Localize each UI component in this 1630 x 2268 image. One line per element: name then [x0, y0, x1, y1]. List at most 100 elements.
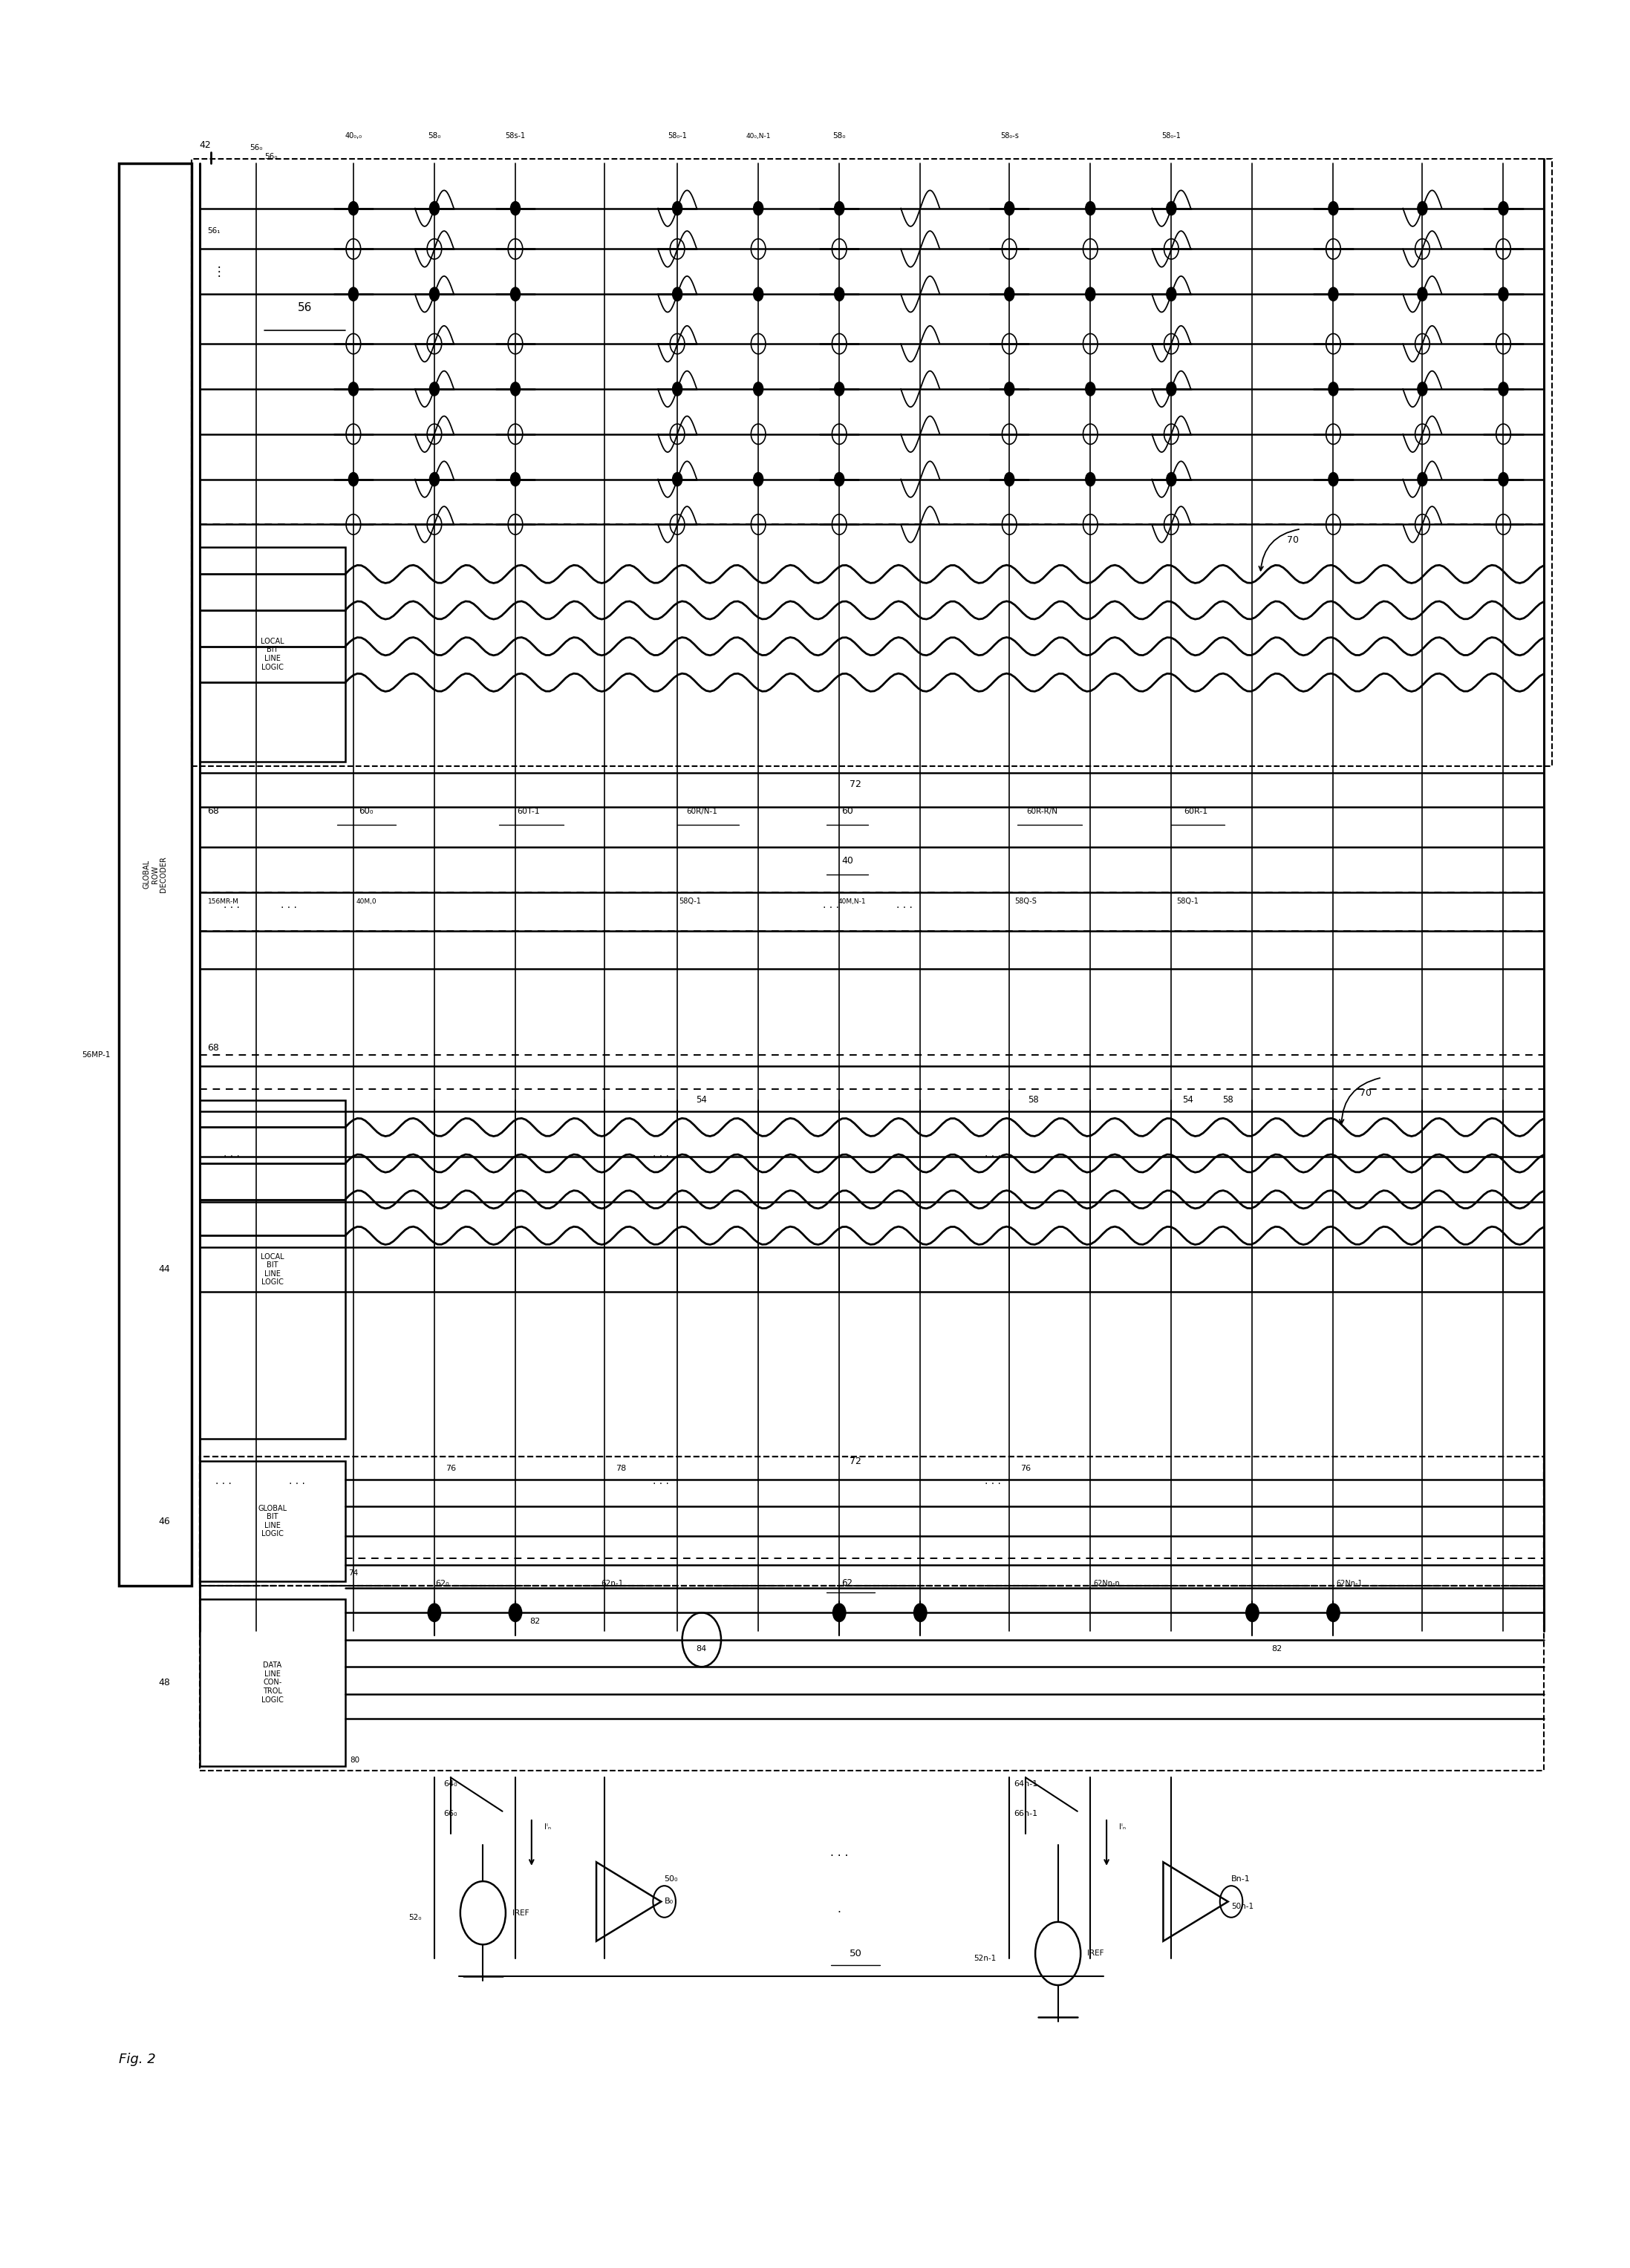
Circle shape: [673, 288, 683, 302]
Text: 62n-1: 62n-1: [601, 1579, 624, 1588]
Text: 56MP-1: 56MP-1: [82, 1052, 111, 1059]
Circle shape: [1418, 472, 1428, 485]
Circle shape: [835, 288, 844, 302]
Circle shape: [510, 383, 520, 395]
Text: 76: 76: [1020, 1465, 1030, 1472]
Text: 58₀: 58₀: [429, 132, 440, 141]
Text: 72: 72: [849, 780, 861, 789]
Text: · · ·: · · ·: [823, 903, 839, 914]
Text: 58: 58: [1222, 1095, 1234, 1105]
Text: 58₀: 58₀: [833, 132, 846, 141]
Text: 58: 58: [1029, 1095, 1040, 1105]
Text: ·: ·: [838, 1907, 841, 1919]
Circle shape: [510, 202, 520, 215]
Circle shape: [1498, 202, 1508, 215]
Text: 60T-1: 60T-1: [517, 807, 540, 814]
Circle shape: [429, 1603, 440, 1622]
Text: GLOBAL
ROW
DECODER: GLOBAL ROW DECODER: [143, 857, 168, 894]
Text: 70: 70: [1286, 535, 1299, 544]
Circle shape: [1498, 288, 1508, 302]
Circle shape: [1328, 383, 1338, 395]
Bar: [199, 1461, 346, 1581]
Circle shape: [753, 472, 763, 485]
Text: 66n-1: 66n-1: [1014, 1810, 1037, 1817]
Text: 64₀: 64₀: [443, 1780, 458, 1787]
Circle shape: [673, 472, 683, 485]
Text: 78: 78: [616, 1465, 626, 1472]
Circle shape: [430, 288, 438, 302]
Text: 62Nn-n: 62Nn-n: [1094, 1579, 1120, 1588]
Circle shape: [349, 202, 359, 215]
Text: 58Q-S: 58Q-S: [1014, 898, 1037, 905]
Text: 66₀: 66₀: [443, 1810, 458, 1817]
Circle shape: [1498, 472, 1508, 485]
Text: 84: 84: [696, 1644, 707, 1653]
Text: 72: 72: [849, 1456, 861, 1465]
Text: 60R/N-1: 60R/N-1: [686, 807, 717, 814]
Bar: [199, 1456, 1544, 1585]
Circle shape: [1327, 1603, 1340, 1622]
Circle shape: [835, 472, 844, 485]
Bar: [199, 1585, 1544, 1771]
Text: 50: 50: [849, 1948, 862, 1957]
Text: 54: 54: [1182, 1095, 1193, 1105]
Circle shape: [753, 202, 763, 215]
Text: 62: 62: [841, 1579, 852, 1588]
Text: LOCAL
BIT
LINE
LOGIC: LOCAL BIT LINE LOGIC: [261, 637, 284, 671]
Bar: [199, 1100, 346, 1438]
Text: 50n-1: 50n-1: [1231, 1903, 1253, 1910]
Text: 40₀,₀: 40₀,₀: [346, 132, 362, 141]
Text: 76: 76: [445, 1465, 456, 1472]
Text: 54: 54: [696, 1095, 707, 1105]
Bar: [199, 1599, 346, 1767]
Circle shape: [1086, 202, 1095, 215]
Text: 40M,0: 40M,0: [355, 898, 377, 905]
Text: Iᴵₙ: Iᴵₙ: [544, 1823, 551, 1830]
Text: 156MR-M: 156MR-M: [207, 898, 238, 905]
Text: 42: 42: [199, 141, 212, 150]
Text: 70: 70: [1359, 1089, 1371, 1098]
Text: 44: 44: [158, 1266, 171, 1275]
Circle shape: [349, 472, 359, 485]
Text: 56₀: 56₀: [249, 143, 262, 152]
Text: 64n-1: 64n-1: [1014, 1780, 1038, 1787]
Text: 40: 40: [841, 855, 852, 866]
Circle shape: [1328, 202, 1338, 215]
Text: · · ·: · · ·: [654, 1479, 670, 1490]
Text: 58₀-1: 58₀-1: [1162, 132, 1182, 141]
Circle shape: [1004, 288, 1014, 302]
Circle shape: [510, 472, 520, 485]
Bar: [199, 547, 346, 762]
Text: · · ·: · · ·: [223, 903, 240, 914]
Circle shape: [510, 288, 520, 302]
Circle shape: [1245, 1603, 1258, 1622]
Circle shape: [1418, 202, 1428, 215]
Circle shape: [1004, 472, 1014, 485]
Circle shape: [1086, 383, 1095, 395]
Text: DATA
LINE
CON-
TROL
LOGIC: DATA LINE CON- TROL LOGIC: [261, 1662, 284, 1703]
Text: 48: 48: [158, 1678, 171, 1687]
Text: 60₀: 60₀: [359, 807, 373, 816]
Text: · · ·: · · ·: [985, 1479, 1001, 1490]
Circle shape: [1498, 383, 1508, 395]
Circle shape: [673, 383, 683, 395]
Text: GLOBAL
BIT
LINE
LOGIC: GLOBAL BIT LINE LOGIC: [258, 1504, 287, 1538]
Text: · · ·: · · ·: [223, 1152, 240, 1161]
Circle shape: [1167, 472, 1177, 485]
Text: Fig. 2: Fig. 2: [119, 2053, 155, 2066]
Circle shape: [1004, 202, 1014, 215]
Circle shape: [673, 202, 683, 215]
Text: 80: 80: [350, 1755, 360, 1765]
Text: 82: 82: [530, 1617, 540, 1626]
Text: 52₀: 52₀: [409, 1914, 422, 1921]
Text: 58Q-1: 58Q-1: [680, 898, 701, 905]
Text: LOCAL
BIT
LINE
LOGIC: LOCAL BIT LINE LOGIC: [261, 1252, 284, 1286]
Text: 58₀-1: 58₀-1: [668, 132, 686, 141]
Circle shape: [1167, 202, 1177, 215]
Text: Bn-1: Bn-1: [1231, 1876, 1250, 1882]
Text: 58₀-s: 58₀-s: [1001, 132, 1019, 141]
Text: · · ·: · · ·: [654, 1152, 670, 1161]
Text: IREF: IREF: [1087, 1950, 1104, 1957]
Text: 56: 56: [298, 302, 311, 313]
Circle shape: [833, 1603, 846, 1622]
